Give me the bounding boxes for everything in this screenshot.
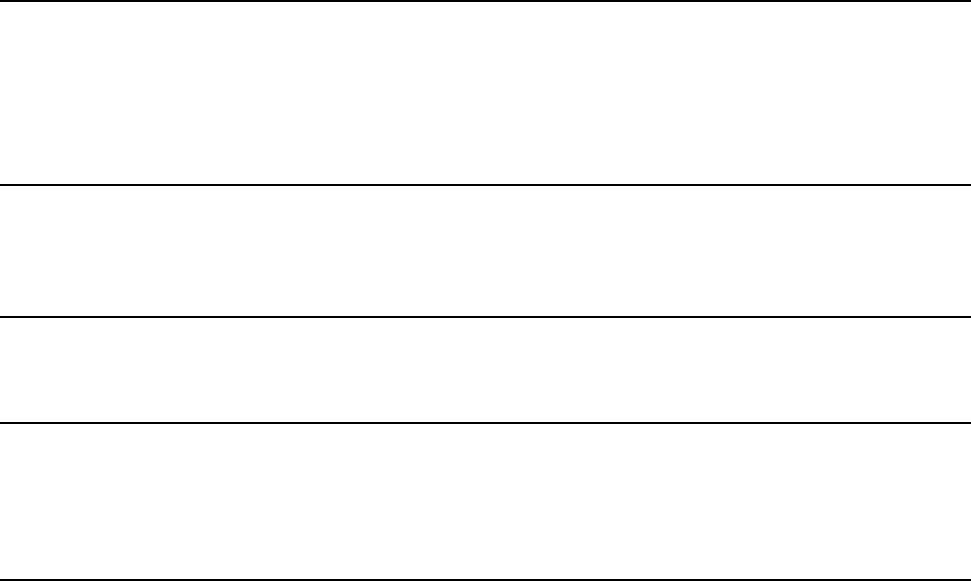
divider [0, 184, 971, 186]
divider [0, 0, 971, 2]
divider [0, 579, 971, 581]
divider [0, 316, 971, 318]
divider [0, 422, 971, 424]
